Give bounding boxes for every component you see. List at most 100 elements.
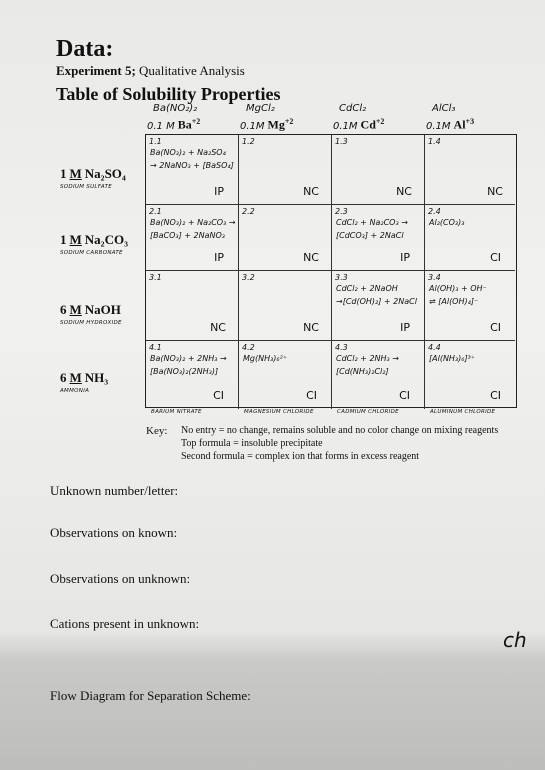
column-ion: Ba — [177, 117, 192, 132]
cell-text: NC — [487, 185, 503, 198]
column-formula: MgCl₂ — [246, 103, 275, 114]
flow-diagram-label: Flow Diagram for Separation Scheme: — [50, 688, 251, 703]
row-conc: 6 — [60, 370, 67, 385]
cell-text: [BaCO₃] + 2NaNO₃ — [150, 231, 225, 240]
cell-text: IP — [214, 185, 224, 198]
cell-number: 4.1 — [149, 343, 162, 352]
experiment: Experiment 5; Qualitative Analysis — [56, 63, 245, 79]
row-reagent: Na₂CO₃ — [84, 232, 128, 247]
column-header: 0.1M Al+3 — [426, 117, 474, 133]
column-footer: Cadmium Chloride — [337, 409, 399, 415]
cell-text: [CdCO₃] + 2NaCl — [336, 231, 404, 240]
cell-number: 2.2 — [242, 207, 255, 216]
cell-text: CdCl₂ + 2NH₃ → — [336, 354, 400, 363]
column-charge: +3 — [465, 117, 475, 126]
column-charge: +2 — [284, 117, 294, 126]
row-unit: M — [69, 166, 82, 181]
cell-number: 2.1 — [149, 207, 162, 216]
table-title: Table of Solubility Properties — [56, 84, 281, 104]
cell-text: CI — [306, 389, 317, 402]
cell-number: 3.3 — [335, 273, 348, 282]
table-cell: 3.3 CdCl₂ + 2NaOH →[Cd(OH)₂] + 2NaCl IP — [332, 271, 425, 341]
initials: ch — [503, 628, 527, 652]
row-name: Ammonia — [60, 388, 90, 394]
column-conc: 0.1M — [333, 120, 358, 132]
row-name: Sodium Carbonate — [60, 250, 123, 256]
column-charge: +2 — [191, 117, 201, 126]
key-line: Second formula = complex ion that forms … — [181, 451, 420, 462]
cell-text: Ba(NO₃)₂ + Na₂CO₃ → — [150, 218, 236, 227]
experiment-name: Qualitative Analysis — [139, 63, 245, 78]
field-label: Observations on unknown: — [50, 571, 191, 586]
cell-text: Al₂(CO₃)₃ — [429, 218, 465, 227]
column-footer: Aluminum Chloride — [430, 409, 496, 415]
column-charge: +2 — [375, 117, 385, 126]
table-cell: 2.3 CdCl₂ + Na₂CO₃ → [CdCO₃] + 2NaCl IP — [332, 205, 425, 271]
column-ion: Mg — [267, 117, 285, 132]
cell-text: → 2NaNO₃ + [BaSO₄] — [150, 161, 234, 170]
key-line: Top formula = insoluble precipitate — [181, 438, 323, 449]
cell-text: Ba(NO₃)₂ + 2NH₃ → — [150, 354, 227, 363]
column-conc: 0.1M — [240, 120, 265, 132]
column-ion: Cd — [360, 117, 376, 132]
cell-text: CI — [490, 389, 501, 402]
row-reagent: NaOH — [84, 302, 121, 317]
row-conc: 1 — [60, 232, 67, 247]
column-formula: AlCl₃ — [432, 103, 456, 114]
cell-number: 1.2 — [242, 137, 255, 146]
row-unit: M — [69, 302, 82, 317]
experiment-number: Experiment 5; — [56, 63, 136, 78]
table-cell: 3.4 Al(OH)₃ + OH⁻ ⇌ [Al(OH)₄]⁻ CI — [425, 271, 515, 341]
row-label: 6 M NH₃ — [60, 370, 108, 386]
cell-text: NC — [396, 185, 412, 198]
cell-number: 4.2 — [242, 343, 255, 352]
cell-number: 1.3 — [335, 137, 348, 146]
solubility-table: 1.1 Ba(NO₃)₂ + Na₂SO₄ → 2NaNO₃ + [BaSO₄] IP… — [145, 134, 517, 409]
cell-text: [Al(NH₃)₆]³⁺ — [429, 354, 476, 363]
cell-text: Al(OH)₃ + OH⁻ — [429, 284, 487, 293]
cell-text: Ba(NO₃)₂ + Na₂SO₄ — [150, 148, 226, 157]
row-label: 1 M Na₂CO₃ — [60, 232, 128, 248]
cell-text: NC — [303, 185, 319, 198]
field-label: Cations present in unknown: — [50, 616, 200, 631]
cell-text: [Cd(NH₃)₂Cl₂] — [336, 367, 389, 376]
cell-text: CdCl₂ + 2NaOH — [336, 284, 398, 293]
column-formula: Ba(NO₂)₂ — [153, 103, 198, 114]
row-label: 1 M Na₂SO₄ — [60, 166, 126, 182]
cell-text: NC — [210, 321, 226, 334]
table-cell: 2.2 NC — [239, 205, 332, 271]
cell-text: CI — [490, 251, 501, 264]
table-cell: 4.3 CdCl₂ + 2NH₃ → [Cd(NH₃)₂Cl₂] CI — [332, 341, 425, 409]
cell-text: CI — [399, 389, 410, 402]
table-cell: 1.4 NC — [425, 135, 515, 205]
cell-text: NC — [303, 321, 319, 334]
key-line: No entry = no change, remains soluble an… — [181, 425, 499, 436]
title: Data: — [56, 36, 114, 62]
table-cell: 3.1 NC — [146, 271, 239, 341]
table-cell: 1.2 NC — [239, 135, 332, 205]
row-name: Sodium Sulfate — [60, 184, 113, 190]
column-ion: Al — [453, 117, 466, 132]
table-cell: 3.2 NC — [239, 271, 332, 341]
cell-number: 2.4 — [428, 207, 441, 216]
cell-number: 3.4 — [428, 273, 441, 282]
cell-text: IP — [400, 321, 410, 334]
column-header: 0.1 M Ba+2 — [147, 117, 200, 133]
row-name: Sodium Hydroxide — [60, 320, 122, 326]
cell-text: ⇌ [Al(OH)₄]⁻ — [429, 297, 479, 306]
cell-text: IP — [400, 251, 410, 264]
table-cell: 4.4 [Al(NH₃)₆]³⁺ CI — [425, 341, 515, 409]
table-cell: 4.2 Mg(NH₃)₆²⁺ CI — [239, 341, 332, 409]
column-conc: 0.1M — [426, 120, 451, 132]
table-cell: 2.1 Ba(NO₃)₂ + Na₂CO₃ → [BaCO₃] + 2NaNO₃ IP — [146, 205, 239, 271]
row-conc: 1 — [60, 166, 67, 181]
row-unit: M — [69, 232, 82, 247]
cell-text: NC — [303, 251, 319, 264]
table-cell: 2.4 Al₂(CO₃)₃ CI — [425, 205, 515, 271]
row-unit: M — [69, 370, 82, 385]
column-formula: CdCl₂ — [339, 103, 367, 114]
cell-number: 4.3 — [335, 343, 348, 352]
cell-number: 4.4 — [428, 343, 441, 352]
column-footer: Magnesium Chloride — [244, 409, 314, 415]
